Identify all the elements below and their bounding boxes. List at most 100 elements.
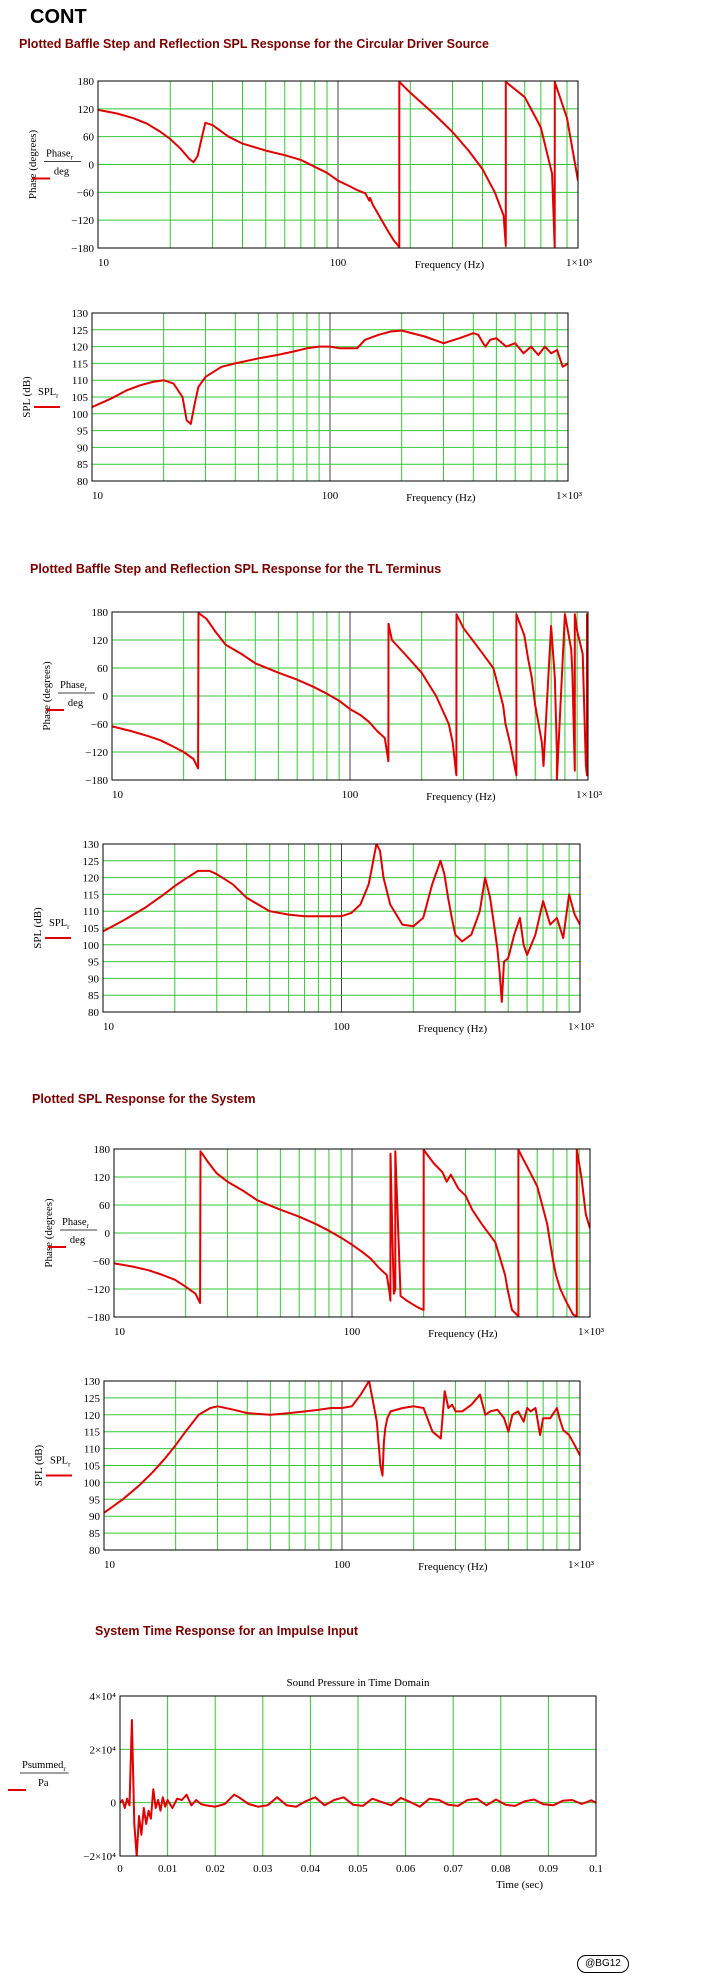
x-tick-label: 0.04 — [301, 1863, 321, 1875]
y-tick-label: 130 — [83, 839, 100, 851]
page-title: CONT — [30, 6, 87, 28]
y-axis-label: SPL (dB) — [32, 907, 44, 949]
y-tick-label: −2×10⁴ — [83, 1851, 116, 1863]
x-axis-label: Time (sec) — [496, 1879, 543, 1891]
y-tick-label: 60 — [99, 1200, 111, 1212]
y-tick-label: 80 — [89, 1545, 101, 1557]
y-tick-label: −60 — [93, 1256, 111, 1268]
y-tick-label: 115 — [83, 889, 100, 901]
y-tick-label: 80 — [88, 1007, 100, 1019]
y-tick-label: 100 — [72, 409, 89, 421]
y-tick-label: 4×10⁴ — [89, 1691, 116, 1703]
y-tick-label: 90 — [88, 973, 100, 985]
y-axis-label: Phase (degrees) — [41, 661, 53, 731]
y-tick-label: 100 — [83, 940, 100, 952]
legend: Phaser deg — [48, 1217, 97, 1248]
x-tick-label: 10 — [104, 1559, 116, 1571]
x-tick-label: 0.09 — [539, 1863, 559, 1875]
legend-label: Phaser — [60, 680, 88, 693]
legend-label: Psummedr — [22, 1760, 66, 1773]
y-tick-label: 180 — [78, 76, 95, 88]
y-tick-label: 95 — [88, 957, 100, 969]
y-tick-label: −60 — [77, 187, 95, 199]
section-title-impulse: System Time Response for an Impulse Inpu… — [95, 1624, 359, 1638]
y-tick-label: −60 — [91, 719, 109, 731]
y-axis-label: SPL (dB) — [33, 1444, 45, 1486]
plot-frame — [111, 611, 589, 781]
legend-denominator: deg — [68, 698, 84, 709]
data-line — [114, 1149, 590, 1317]
x-axis-label: Frequency (Hz) — [418, 1023, 488, 1035]
y-tick-label: 80 — [77, 476, 89, 488]
x-tick-label: 10 — [98, 257, 110, 269]
y-tick-label: 130 — [84, 1376, 101, 1388]
y-tick-label: 120 — [72, 342, 89, 354]
y-tick-label: 105 — [84, 1461, 101, 1473]
data-line — [92, 329, 568, 425]
y-tick-label: 0 — [105, 1228, 111, 1240]
y-axis-label: SPL (dB) — [21, 376, 33, 418]
y-tick-label: 90 — [77, 442, 89, 454]
y-tick-label: 180 — [94, 1144, 111, 1156]
y-tick-label: 0 — [89, 160, 95, 172]
legend-label: Phaser — [62, 1217, 90, 1230]
y-tick-label: 60 — [97, 663, 109, 675]
legend-label: SPLr — [50, 1456, 71, 1469]
stamp-badge: @BG12 — [577, 1955, 629, 1973]
y-tick-label: 105 — [83, 923, 100, 935]
x-tick-label: 1×10³ — [556, 490, 583, 502]
data-line — [104, 1381, 580, 1514]
x-tick-label: 0.06 — [396, 1863, 416, 1875]
legend: Phaser deg — [32, 149, 81, 180]
y-tick-label: 115 — [84, 1427, 101, 1439]
section-title-system: Plotted SPL Response for the System — [32, 1092, 256, 1106]
x-tick-label: 1×10³ — [576, 789, 603, 801]
y-tick-label: 110 — [83, 906, 100, 918]
legend: SPLr — [45, 918, 71, 939]
y-tick-label: 100 — [84, 1477, 101, 1489]
legend-label: SPLr — [38, 387, 59, 400]
legend-denominator: deg — [70, 1235, 86, 1246]
x-tick-label: 0.03 — [253, 1863, 273, 1875]
y-tick-label: 95 — [77, 426, 89, 438]
x-tick-label: 10 — [92, 490, 104, 502]
y-tick-label: 125 — [72, 325, 89, 337]
y-tick-label: 85 — [89, 1528, 101, 1540]
y-tick-label: 85 — [77, 459, 89, 471]
chart-driver-phase: 180 120 60 0 −60 −120 −180 10 100 1×10³ Frequency … — [27, 76, 593, 271]
y-tick-label: −180 — [85, 775, 108, 787]
x-tick-label: 100 — [342, 789, 359, 801]
x-tick-label: 100 — [333, 1021, 350, 1033]
y-tick-label: 120 — [83, 873, 100, 885]
legend: SPLr — [46, 1456, 72, 1477]
y-tick-label: 120 — [84, 1410, 101, 1422]
y-tick-label: 120 — [78, 104, 95, 116]
y-tick-label: 125 — [84, 1393, 101, 1405]
y-tick-label: 180 — [92, 607, 109, 619]
x-axis-label: Frequency (Hz) — [428, 1328, 498, 1340]
x-tick-label: 1×10³ — [578, 1326, 605, 1338]
y-tick-label: 130 — [72, 308, 89, 320]
chart-tl-phase: 180 120 60 0 −60 −120 −180 10 100 1×10³ Frequency … — [41, 607, 603, 803]
y-tick-label: 85 — [88, 990, 100, 1002]
y-axis-label: Phase (degrees) — [43, 1198, 55, 1268]
x-tick-label: 0.08 — [491, 1863, 511, 1875]
y-tick-label: 105 — [72, 392, 89, 404]
x-tick-label: 100 — [344, 1326, 361, 1338]
chart-system-phase: 180 120 60 0 −60 −120 −180 10 100 1×10³ Frequency … — [43, 1144, 605, 1340]
plot-frame — [91, 312, 569, 482]
x-tick-label: 100 — [334, 1559, 351, 1571]
y-axis-label: Phase (degrees) — [27, 130, 39, 200]
y-tick-label: 60 — [83, 132, 95, 144]
x-tick-label: 10 — [114, 1326, 126, 1338]
x-axis-label: Frequency (Hz) — [406, 492, 476, 504]
y-tick-label: −180 — [71, 243, 94, 255]
legend: Psummedr Pa — [8, 1760, 69, 1791]
x-tick-label: 1×10³ — [566, 257, 593, 269]
legend-denominator: Pa — [38, 1778, 49, 1789]
x-tick-label: 10 — [112, 789, 124, 801]
